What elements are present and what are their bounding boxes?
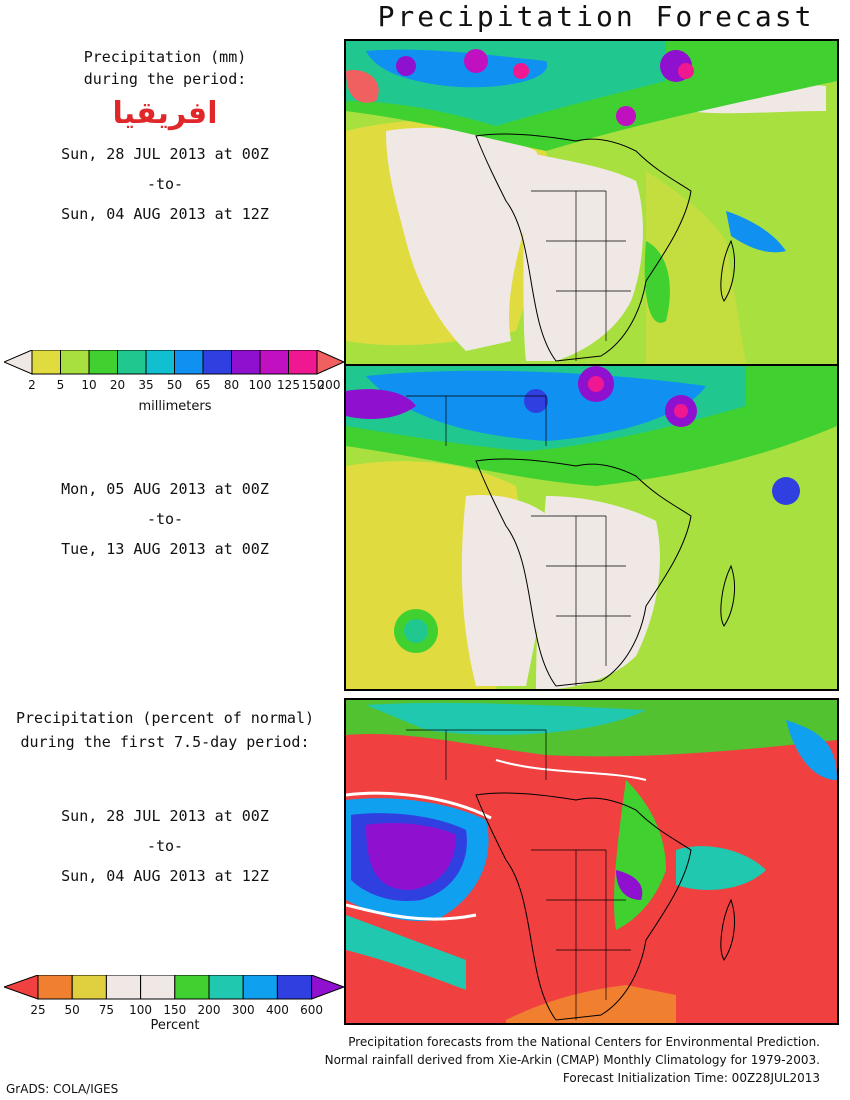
map-panel-week2 [344,364,839,691]
mm-colorbar-cell [231,350,261,375]
mm-tick: 2 [28,378,36,392]
mm-colorbar-cell [288,350,318,375]
mm-colorbar-left-arrow [4,350,33,375]
mm-colorbar-cell [174,350,204,375]
source-note-1: Precipitation forecasts from the Nationa… [348,1035,820,1049]
period-2-start: Mon, 05 AUG 2013 at 00Z [61,480,269,498]
mm-tick: 65 [195,378,211,392]
mm-colorbar [4,350,346,375]
mm-tick: 10 [81,378,97,392]
period-3-end: Sun, 04 AUG 2013 at 12Z [61,867,269,885]
mm-colorbar-cell [259,350,289,375]
mm-tick: 80 [223,378,240,392]
pct-colorbar-cell [140,975,176,1000]
mm-tick: 125 [277,378,300,392]
period-3-start: Sun, 28 JUL 2013 at 00Z [61,807,269,825]
period-1-line1: Precipitation (mm) [83,48,247,66]
mm-colorbar-cell [60,350,90,375]
pct-colorbar-cell [37,975,73,1000]
period-2-header: Mon, 05 AUG 2013 at 00Z -to- Tue, 13 AUG… [0,480,330,558]
period-1-to: -to- [146,175,184,193]
period-3-header: Precipitation (percent of normal) during… [0,709,330,885]
pct-tick: 200 [197,1003,221,1017]
pct-colorbar-left-arrow [4,975,39,1000]
period-1-end: Sun, 04 AUG 2013 at 12Z [61,205,269,223]
pct-tick: 75 [98,1003,115,1017]
pct-colorbar-cell [71,975,107,1000]
period-1-header: Precipitation (mm) during the period: اف… [0,48,330,223]
credit-label: GrADS: COLA/IGES [6,1082,119,1096]
period-2-end: Tue, 13 AUG 2013 at 00Z [61,540,269,558]
period-3-line1: Precipitation (percent of normal) [15,709,314,727]
pct-tick: 100 [129,1003,153,1017]
source-note-3: Forecast Initialization Time: 00Z28JUL20… [562,1071,820,1085]
pct-tick: 400 [265,1003,289,1017]
pct-tick: 300 [231,1003,255,1017]
pct-colorbar-right-arrow [311,975,346,1000]
mm-colorbar-cell [145,350,175,375]
pct-colorbar-cell [276,975,313,1000]
mm-tick: 20 [109,378,126,392]
source-notes: Precipitation forecasts from the Nationa… [325,1033,820,1087]
pct-tick: 50 [64,1003,80,1017]
mm-tick: 35 [138,378,154,392]
pct-tick: 25 [30,1003,46,1017]
mm-colorbar-unit: millimeters [138,399,212,414]
mm-tick: 50 [166,378,183,392]
period-1-line2: during the period: [83,70,247,88]
period-3-line2: during the first 7.5-day period: [20,733,310,751]
map-panel-week1 [344,39,839,366]
map-panel-percent-normal [344,698,839,1025]
period-3-to: -to- [146,837,184,855]
mm-colorbar-cell [117,350,147,375]
percent-colorbar [4,975,346,1000]
mm-colorbar-right-arrow [316,350,346,375]
mm-colorbar-labels: 2 5 10 20 35 50 65 80 100 125 150 200 [4,378,346,394]
source-note-2: Normal rainfall derived from Xie-Arkin (… [324,1053,820,1067]
mm-tick: 100 [248,378,272,392]
page-title: Precipitation Forecast [377,0,815,33]
mm-tick: 5 [56,378,65,392]
mm-tick: 150 [301,378,325,392]
mm-colorbar-cell [88,350,118,375]
pct-tick: 600 [300,1003,324,1017]
pct-tick: 150 [163,1003,187,1017]
pct-colorbar-cell [242,975,278,1000]
pct-colorbar-unit: Percent [150,1018,200,1033]
pct-colorbar-labels: 25 50 75 100 150 200 300 400 600 [4,1003,346,1019]
pct-colorbar-cell [208,975,244,1000]
pct-colorbar-cell [105,975,142,1000]
period-1-start: Sun, 28 JUL 2013 at 00Z [61,145,269,163]
pct-colorbar-cell [174,975,210,1000]
mm-colorbar-cell [202,350,232,375]
mm-colorbar-cell [31,350,61,375]
mm-tick: 200 [317,378,341,392]
period-2-to: -to- [146,510,184,528]
region-label: افريقيا [112,96,218,131]
